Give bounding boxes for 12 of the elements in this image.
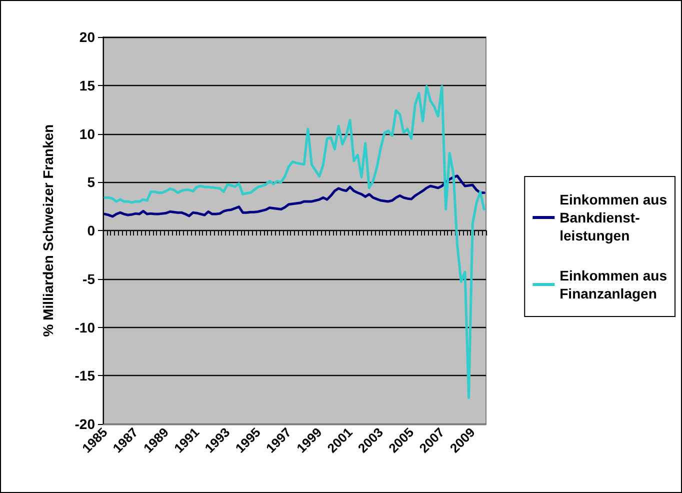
y-tick-label: -20	[74, 416, 96, 432]
y-axis-title: % Milliarden Schweizer Franken	[40, 124, 56, 337]
y-tick-label: -5	[82, 270, 96, 287]
y-tick-label: 5	[87, 174, 96, 190]
y-tick-label: 0	[87, 222, 96, 238]
legend-label: Einkommen aus Bankdienst-leistungen	[560, 192, 668, 244]
y-tick-label: -15	[74, 368, 96, 384]
y-tick-label: 20	[79, 29, 96, 45]
legend-label: Einkommen aus Finanzanlagen	[560, 268, 668, 302]
y-tick-label: 10	[79, 126, 96, 142]
y-tick-label: -10	[74, 319, 96, 336]
y-tick-label: 15	[79, 77, 96, 94]
